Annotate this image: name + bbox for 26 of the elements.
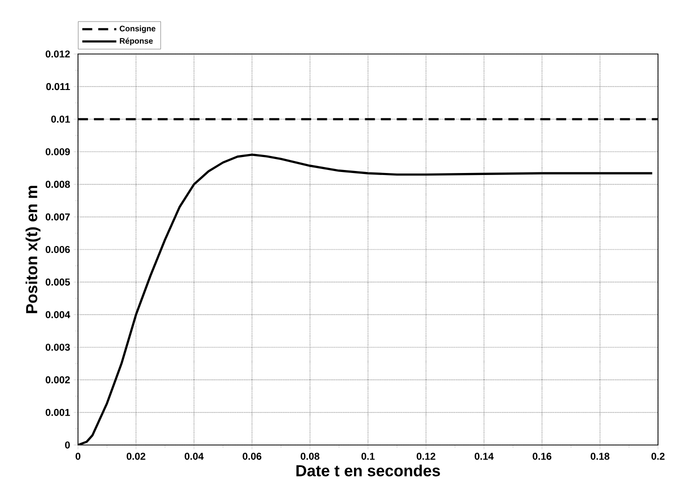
x-tick-label: 0.12 — [416, 452, 436, 460]
x-tick-label: 0.06 — [242, 452, 262, 460]
y-tick-label: 0.006 — [46, 246, 70, 254]
y-tick-label: 0.012 — [46, 50, 70, 58]
y-tick-label: 0.001 — [46, 408, 70, 416]
y-tick-label: 0.003 — [46, 344, 70, 351]
y-tick-label: 0.009 — [46, 148, 70, 156]
x-tick-label: 0.1 — [361, 452, 375, 460]
y-tick-label: 0.002 — [46, 376, 70, 384]
x-tick-label: 0.04 — [184, 452, 204, 460]
x-tick-label: 0.08 — [300, 452, 320, 460]
y-tick-label: 0.007 — [46, 213, 70, 220]
y-tick-label: 0.004 — [46, 311, 70, 318]
y-tick-label: 0.01 — [51, 116, 70, 123]
x-tick-label: 0.14 — [474, 452, 494, 460]
x-tick-label: 0.16 — [532, 452, 552, 460]
y-tick-label: 0.005 — [46, 278, 70, 286]
y-tick-label: 0 — [65, 441, 70, 449]
y-tick-label: 0.008 — [46, 180, 70, 188]
x-tick-label: 0.2 — [651, 452, 665, 460]
x-tick-label: 0 — [76, 452, 80, 460]
x-tick-label: 0.18 — [590, 452, 610, 460]
y-axis-title: Positon x(t) en m — [26, 186, 40, 314]
x-tick-label: 0.02 — [126, 452, 146, 460]
y-tick-label: 0.011 — [46, 83, 70, 90]
x-axis-title: Date t en secondes — [296, 464, 440, 476]
